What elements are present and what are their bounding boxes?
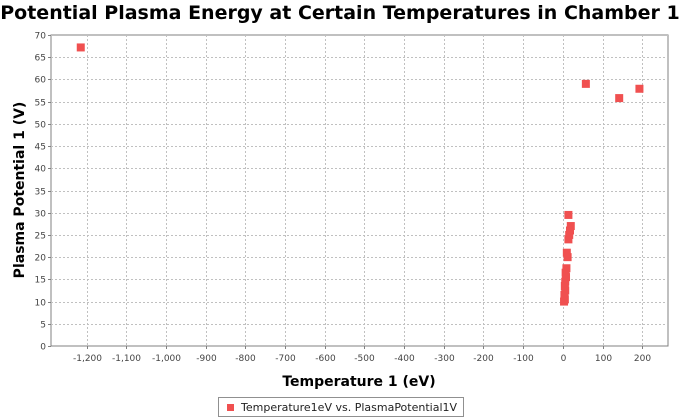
y-tick-label: 25 [35,232,46,242]
data-point [565,226,574,235]
x-tick-label: -400 [394,354,415,364]
data-point [562,248,571,257]
legend: Temperature1eV vs. PlasmaPotential1V [218,397,465,417]
x-tick-label: -700 [275,354,296,364]
y-tick-label: 45 [35,143,46,153]
y-tick-label: 15 [35,276,46,286]
x-tick-label: -800 [235,354,256,364]
y-tick-label: 65 [35,54,46,64]
y-tick-label: 40 [35,165,47,175]
data-point [76,43,85,52]
y-tick-label: 10 [35,299,47,309]
data-point [564,210,573,219]
data-point [561,286,570,295]
data-point [565,230,574,239]
y-tick-label: 30 [35,210,47,220]
x-tick-label: -1,100 [112,354,141,364]
y-tick-label: 50 [35,121,47,131]
y-tick-label: 5 [40,321,46,331]
y-tick-label: 70 [35,32,47,42]
y-tick-label: 0 [40,343,46,353]
data-point [635,84,644,93]
x-tick-label: 0 [561,354,567,364]
legend-swatch-square-icon [227,403,234,411]
x-tick-label: -300 [434,354,455,364]
y-tick-label: 55 [35,99,46,109]
x-tick-label: -500 [354,354,375,364]
y-axis-label: Plasma Potential 1 (V) [12,102,28,279]
x-tick-label: -600 [315,354,336,364]
x-tick-label: -900 [196,354,217,364]
x-axis-ticks: -1,200 -1,100 -1,000 -900 -800 -700 -600 -500 -4… [73,346,651,364]
data-point [561,277,570,286]
data-points [76,43,644,306]
x-axis-label: Temperature 1 (eV) [282,374,435,390]
data-point [564,235,573,244]
x-tick-label: -1,200 [73,354,102,364]
data-point [560,297,569,306]
x-tick-label: -200 [473,354,494,364]
data-point [562,273,571,282]
data-point [581,79,590,88]
x-tick-label: -1,000 [152,354,181,364]
data-point [562,264,571,273]
y-tick-label: 35 [35,188,46,198]
data-point [566,222,575,231]
grid-lines [51,35,668,347]
y-tick-label: 20 [35,254,47,264]
chart-title: Potential Plasma Energy at Certain Tempe… [0,2,680,24]
data-point [560,290,569,299]
x-tick-label: 100 [595,354,612,364]
x-tick-label: -100 [513,354,534,364]
legend-label: Temperature1eV vs. PlasmaPotential1V [241,400,458,414]
data-point [615,94,624,103]
y-axis-ticks: 0 5 10 15 20 25 30 35 40 45 50 55 60 65 70 [35,32,51,353]
data-point [563,253,572,262]
y-tick-label: 60 [35,76,47,86]
data-point [560,282,569,291]
x-tick-label: 200 [634,354,651,364]
plot-area [50,34,669,347]
data-point [561,268,570,277]
